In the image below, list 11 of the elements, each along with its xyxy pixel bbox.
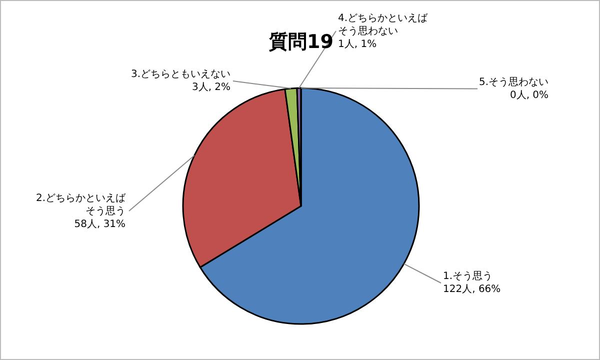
slice-label: 4.どちらかといえばそう思わない [338,13,429,37]
data-label: 1人, 1% [338,39,377,50]
data-label: 3人, 2% [192,82,231,93]
text: 0人, 0% [510,90,549,101]
slice-label: 2.どちらかといえばそう思う [36,193,127,217]
slice-label: 3.どちらともいえない [131,69,231,80]
data-label: 58人, 31% [74,219,126,230]
text: 質問19 [268,31,334,53]
slice-label: 1.そう思う [443,271,493,282]
category-label: 5.そう思わない [479,77,549,88]
data-label: 122人, 66% [443,284,501,295]
